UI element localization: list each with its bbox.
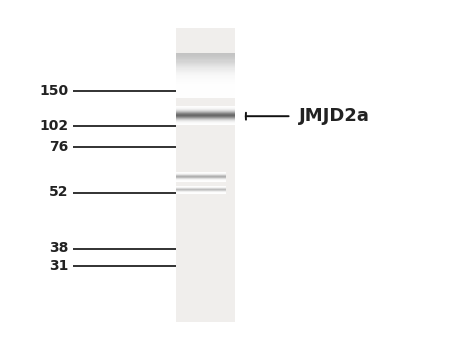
- Bar: [176, 56, 235, 57]
- Bar: [176, 114, 235, 115]
- Bar: [176, 67, 235, 69]
- Bar: [176, 123, 235, 124]
- Bar: [176, 28, 235, 322]
- Bar: [176, 60, 235, 61]
- Bar: [176, 65, 235, 66]
- Bar: [176, 66, 235, 67]
- Bar: [176, 79, 235, 80]
- Text: 102: 102: [39, 119, 68, 133]
- Bar: [176, 113, 235, 114]
- Text: JMJD2a: JMJD2a: [298, 107, 369, 125]
- Bar: [176, 73, 235, 74]
- Bar: [176, 58, 235, 59]
- Bar: [176, 109, 235, 110]
- Bar: [176, 90, 235, 91]
- Bar: [176, 110, 235, 111]
- Text: 150: 150: [39, 84, 68, 98]
- Bar: [176, 64, 235, 65]
- Bar: [176, 81, 235, 82]
- Bar: [176, 119, 235, 120]
- Bar: [176, 70, 235, 71]
- Bar: [176, 112, 235, 113]
- Bar: [176, 55, 235, 56]
- Bar: [176, 72, 235, 73]
- Bar: [176, 78, 235, 79]
- Bar: [176, 61, 235, 62]
- Bar: [176, 89, 235, 90]
- Bar: [176, 54, 235, 55]
- Bar: [176, 74, 235, 75]
- Bar: [176, 124, 235, 125]
- Bar: [176, 94, 235, 96]
- Bar: [176, 108, 235, 109]
- Bar: [176, 97, 235, 98]
- Bar: [176, 88, 235, 89]
- Text: 76: 76: [49, 140, 68, 154]
- Bar: [176, 118, 235, 119]
- Bar: [176, 111, 235, 112]
- Bar: [176, 76, 235, 78]
- Bar: [176, 57, 235, 58]
- Bar: [176, 83, 235, 84]
- Bar: [176, 62, 235, 63]
- Bar: [176, 91, 235, 92]
- Bar: [176, 115, 235, 116]
- Bar: [176, 75, 235, 76]
- Bar: [176, 93, 235, 94]
- Bar: [176, 121, 235, 122]
- Bar: [176, 85, 235, 87]
- Bar: [176, 69, 235, 70]
- Bar: [176, 82, 235, 83]
- Text: 38: 38: [49, 241, 68, 255]
- Bar: [176, 116, 235, 117]
- Bar: [176, 96, 235, 97]
- Bar: [176, 117, 235, 118]
- Text: 31: 31: [49, 259, 68, 273]
- Bar: [176, 63, 235, 64]
- Text: 52: 52: [49, 186, 68, 199]
- Bar: [176, 120, 235, 121]
- Bar: [176, 122, 235, 123]
- Bar: [176, 92, 235, 93]
- Bar: [176, 84, 235, 85]
- Bar: [176, 107, 235, 108]
- Bar: [176, 106, 235, 107]
- Bar: [176, 71, 235, 72]
- Bar: [176, 80, 235, 81]
- Bar: [176, 87, 235, 88]
- Bar: [176, 52, 235, 54]
